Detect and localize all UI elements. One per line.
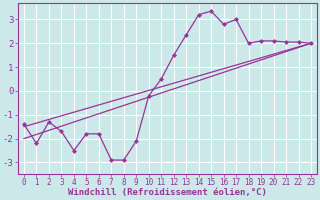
X-axis label: Windchill (Refroidissement éolien,°C): Windchill (Refroidissement éolien,°C) — [68, 188, 267, 197]
